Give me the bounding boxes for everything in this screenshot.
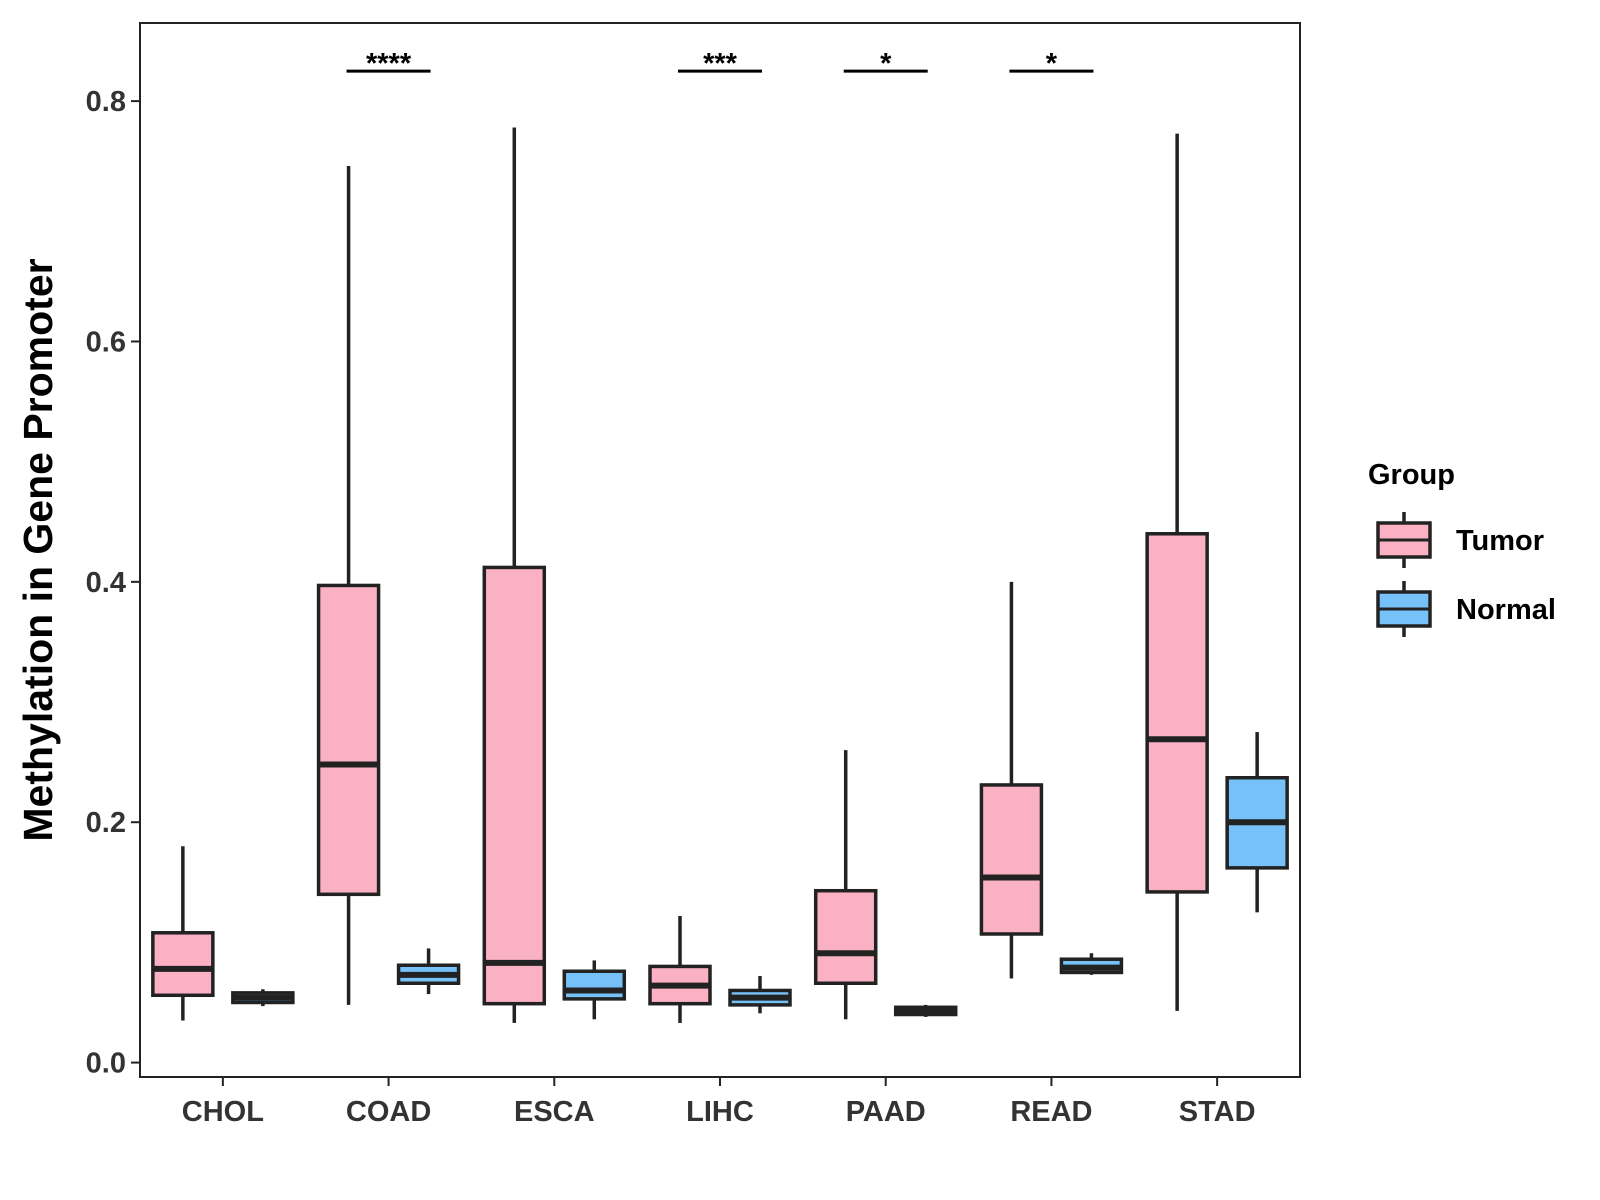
box-iqr — [482, 565, 547, 1006]
x-tick-label: COAD — [346, 1096, 431, 1128]
tumor-box-chol — [151, 846, 215, 1021]
tumor-box-paad — [813, 750, 878, 1020]
legend: Group Tumor Normal — [1368, 459, 1556, 637]
y-tick-label: 0.6 — [86, 326, 126, 358]
y-tick-label: 0.2 — [86, 807, 126, 839]
normal-box-stad — [1225, 732, 1289, 913]
box-iqr — [316, 583, 381, 897]
box-iqr — [979, 783, 1044, 936]
box-iqr — [562, 969, 627, 1001]
box-iqr — [813, 888, 878, 986]
normal-box-chol — [231, 989, 295, 1007]
significance-label: *** — [703, 48, 738, 80]
x-tick-label: CHOL — [182, 1096, 264, 1128]
normal-box-paad — [893, 1004, 958, 1017]
x-tick-label: ESCA — [514, 1096, 595, 1128]
legend-title: Group — [1368, 459, 1455, 491]
significance-annotations: **** *** * * — [346, 48, 1094, 80]
y-tick-label: 0.0 — [86, 1048, 126, 1080]
plot-panel — [139, 22, 1301, 1078]
box-series — [151, 127, 1289, 1023]
tumor-box-read — [979, 581, 1044, 979]
significance-label: * — [1046, 48, 1058, 80]
normal-box-read — [1059, 953, 1124, 975]
x-axis: CHOL COAD ESCA LIHC PAAD READ STAD — [182, 1077, 1256, 1128]
y-tick-label: 0.8 — [86, 86, 126, 118]
box-iqr — [151, 931, 215, 998]
y-tick-label: 0.4 — [86, 567, 126, 599]
x-tick-label: LIHC — [686, 1096, 754, 1128]
normal-box-coad — [396, 948, 461, 995]
y-axis: 0.0 0.2 0.4 0.6 0.8 — [86, 86, 140, 1080]
significance-label: **** — [366, 48, 412, 80]
tumor-box-lihc — [648, 915, 712, 1023]
significance-label: * — [880, 48, 892, 80]
legend-label: Tumor — [1456, 525, 1544, 557]
tumor-box-esca — [482, 127, 547, 1023]
x-tick-label: PAAD — [846, 1096, 926, 1128]
normal-box-esca — [562, 960, 627, 1020]
legend-item-tumor: Tumor — [1376, 512, 1544, 568]
normal-box-lihc — [728, 976, 792, 1014]
legend-label: Normal — [1456, 594, 1556, 626]
tumor-box-stad — [1145, 133, 1209, 1011]
x-tick-label: READ — [1010, 1096, 1092, 1128]
y-axis-title: Methylation in Gene Promoter — [15, 258, 61, 841]
box-iqr — [1145, 532, 1209, 894]
x-tick-label: STAD — [1179, 1096, 1256, 1128]
tumor-box-coad — [316, 166, 381, 1005]
legend-keys: Tumor Normal — [1376, 512, 1556, 637]
legend-item-normal: Normal — [1376, 581, 1556, 637]
